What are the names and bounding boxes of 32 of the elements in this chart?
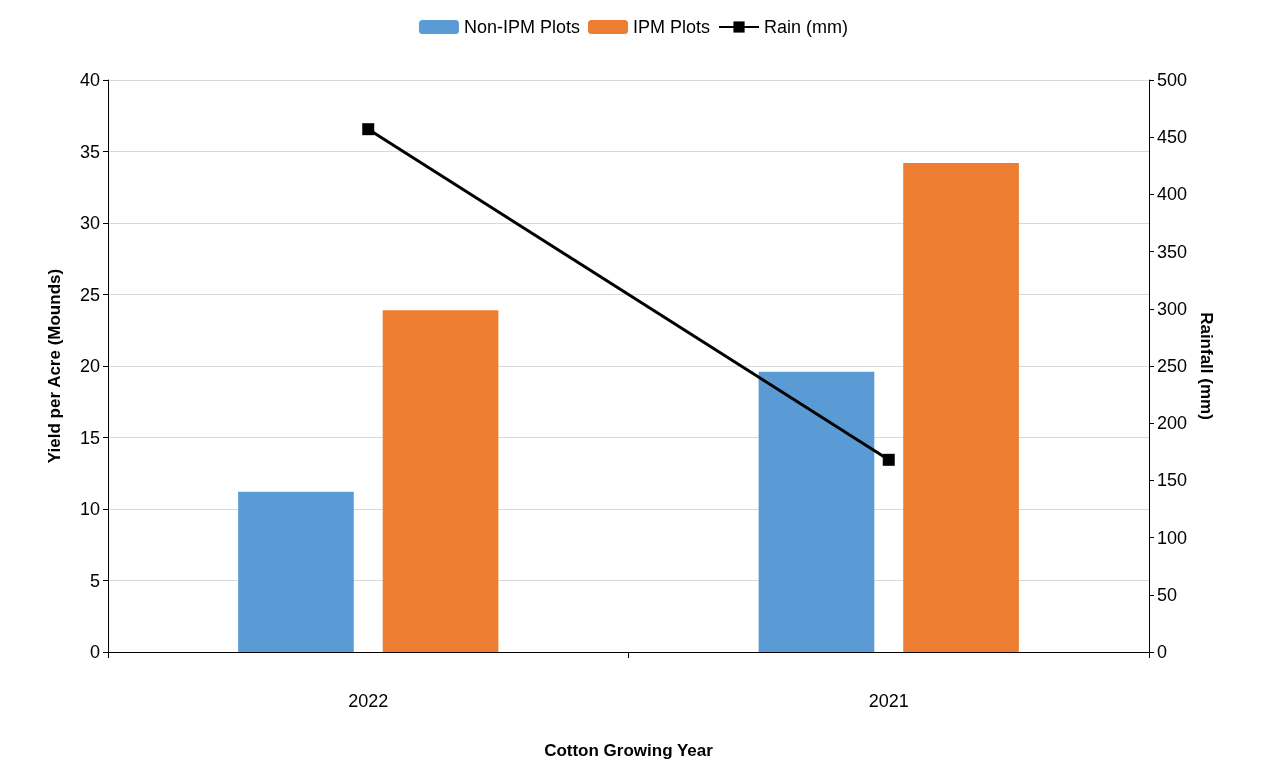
y2-tick-label: 50 [1157, 584, 1178, 605]
x-axis-title: Cotton Growing Year [544, 741, 714, 760]
y-tick-label: 15 [79, 427, 100, 448]
y2-tick-label: 400 [1157, 184, 1188, 205]
legend-label: IPM Plots [633, 17, 711, 37]
y2-tick-label: 150 [1157, 470, 1188, 491]
y2-tick-label: 200 [1157, 413, 1188, 434]
bar [238, 491, 354, 652]
y-tick-label: 25 [79, 284, 100, 305]
y-axis-title: Yield per Acre (Mounds) [45, 268, 64, 464]
bar [903, 162, 1019, 652]
x-tick-label: 2022 [348, 691, 389, 711]
bar [758, 371, 875, 652]
y2-tick-label: 0 [1157, 642, 1168, 662]
legend-label: Rain (mm) [764, 17, 849, 37]
y-tick-label: 30 [79, 213, 100, 233]
y2-tick-label: 100 [1157, 527, 1188, 548]
y-tick-label: 5 [89, 570, 100, 591]
y-tick-label: 40 [79, 70, 100, 90]
y2-tick-label: 300 [1157, 298, 1188, 319]
bar [382, 310, 499, 652]
y-tick-label: 0 [89, 642, 100, 662]
y2-tick-label: 250 [1157, 356, 1188, 376]
legend-label: Non-IPM Plots [463, 17, 581, 37]
y2-tick-label: 500 [1157, 70, 1188, 90]
y-tick-label: 10 [79, 499, 100, 519]
x-tick-label: 2021 [868, 691, 909, 711]
y2-tick-label: 350 [1157, 241, 1188, 262]
y2-tick-label: 450 [1157, 127, 1188, 148]
y-tick-label: 20 [79, 356, 100, 376]
y-tick-label: 35 [79, 141, 100, 162]
y2-axis-title: Rainfall (mm) [1196, 312, 1216, 420]
